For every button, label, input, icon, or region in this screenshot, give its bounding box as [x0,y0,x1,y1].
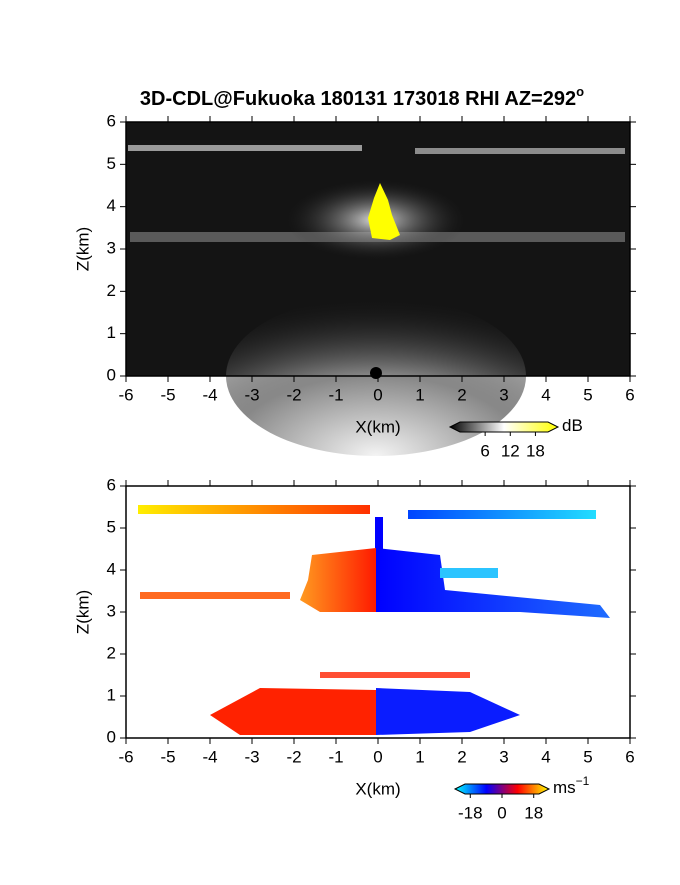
y-tick-label: 2 [107,281,116,300]
x-tick-label: -3 [244,385,259,404]
colorbar [448,421,560,433]
x-tick-label: 5 [583,385,592,404]
y-tick-label: 1 [107,323,116,342]
x-tick-label: -2 [286,747,301,766]
colorbar-unit: dB [562,416,583,435]
x-tick-label: -4 [202,747,217,766]
y-tick-label: 3 [107,238,116,257]
velocity-image [138,505,610,735]
x-tick-label: 6 [625,385,634,404]
colorbar [453,783,551,795]
chart-title: 3D-CDL@Fukuoka 180131 173018 RHI AZ=292o [140,84,584,110]
x-tick-label: 3 [499,385,508,404]
y-axis-label: Z(km) [73,590,92,634]
reflectivity-image [126,122,630,456]
colorbar-label: ms−1 [553,774,590,797]
y-axis-label: Z(km) [73,227,92,271]
y-tick-label: 6 [107,475,116,494]
x-tick-label: 1 [415,385,424,404]
colorbar-tick-label: 12 [501,441,520,460]
y-tick-label: 4 [107,196,116,215]
x-axis-label: X(km) [355,779,400,798]
x-tick-label: 6 [625,747,634,766]
colorbar-tick-label: 18 [524,803,543,822]
x-tick-label: -5 [160,747,175,766]
x-tick-label: 2 [457,747,466,766]
y-tick-label: 4 [107,559,116,578]
x-tick-label: 0 [373,385,382,404]
colorbar-tick-label: 0 [497,803,506,822]
x-tick-label: -4 [202,385,217,404]
x-tick-label: 4 [541,385,550,404]
y-tick-label: 0 [107,365,116,384]
x-tick-label: -6 [118,747,133,766]
x-tick-label: 0 [373,747,382,766]
y-tick-label: 5 [107,154,116,173]
colorbar-tick-label: 18 [526,441,545,460]
y-tick-label: 3 [107,601,116,620]
y-tick-label: 5 [107,517,116,536]
colorbar-tick-label: 6 [480,441,489,460]
colorbar-unit-superscript: −1 [576,774,590,788]
x-tick-label: 3 [499,747,508,766]
x-tick-label: -5 [160,385,175,404]
y-tick-label: 0 [107,727,116,746]
colorbar-unit: ms [553,778,576,797]
x-tick-label: -1 [328,385,343,404]
x-tick-label: -1 [328,747,343,766]
x-axis-label: X(km) [355,417,400,436]
x-tick-label: -3 [244,747,259,766]
x-tick-label: -6 [118,385,133,404]
x-tick-label: 2 [457,385,466,404]
y-tick-label: 2 [107,643,116,662]
x-tick-label: 1 [415,747,424,766]
x-tick-label: 4 [541,747,550,766]
colorbar-label: dB [562,416,583,435]
x-tick-label: 5 [583,747,592,766]
title-text: 3D-CDL@Fukuoka 180131 173018 RHI AZ=292 [140,88,576,110]
y-tick-label: 6 [107,111,116,130]
y-tick-label: 1 [107,685,116,704]
title-superscript: o [576,84,584,99]
colorbar-tick-label: -18 [458,803,483,822]
x-tick-label: -2 [286,385,301,404]
